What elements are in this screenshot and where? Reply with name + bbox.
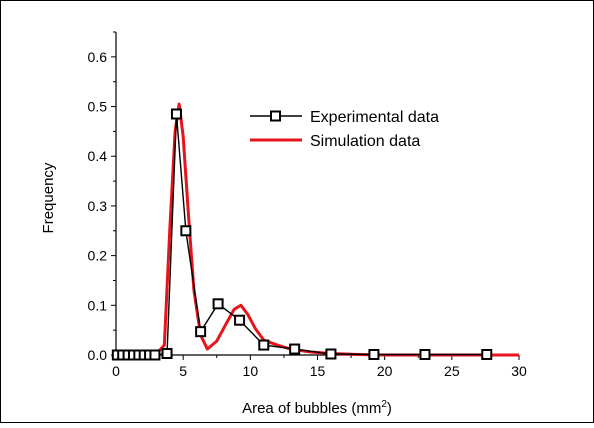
x-tick-label: 30: [511, 363, 527, 379]
legend-experimental-marker: [270, 110, 281, 122]
experimental-point: [180, 225, 192, 237]
y-tick-label: 0.3: [88, 198, 108, 214]
experimental-point: [289, 343, 301, 355]
experimental-point: [368, 349, 380, 361]
y-tick-label: 0.4: [88, 148, 108, 164]
experimental-point: [170, 108, 182, 120]
axes: 0 5 10 15 20 25 30 0.0 0.1 0.2 0.3 0.4 0.5 0.6: [88, 31, 527, 379]
x-tick-label: 5: [179, 363, 187, 379]
y-tick-label: 0.1: [88, 297, 108, 313]
legend: Experimental data Simulation data: [250, 109, 439, 150]
experimental-point: [258, 339, 270, 351]
x-tick-label: 0: [112, 363, 120, 379]
experimental-point: [481, 349, 493, 361]
x-tick-label: 25: [444, 363, 460, 379]
y-tick-label: 0.0: [88, 347, 108, 363]
x-axis-title: Area of bubbles (mm2): [242, 399, 392, 417]
experimental-point: [161, 348, 173, 360]
experimental-point: [234, 314, 246, 326]
experimental-point: [149, 349, 161, 361]
x-tick-label: 10: [243, 363, 259, 379]
series-layer: [111, 102, 519, 361]
experimental-point: [212, 298, 224, 310]
legend-simulation-label: Simulation data: [310, 133, 420, 150]
legend-experimental-label: Experimental data: [310, 109, 439, 126]
y-tick-label: 0.5: [88, 99, 108, 115]
x-tick-label: 20: [377, 363, 393, 379]
y-tick-label: 0.6: [88, 49, 108, 65]
experimental-point: [419, 349, 431, 361]
y-axis-title: Frequency: [40, 162, 57, 233]
y-tick-label: 0.2: [88, 248, 108, 264]
experimental-point: [325, 348, 337, 360]
experimental-point: [195, 326, 207, 338]
x-tick-label: 15: [310, 363, 326, 379]
